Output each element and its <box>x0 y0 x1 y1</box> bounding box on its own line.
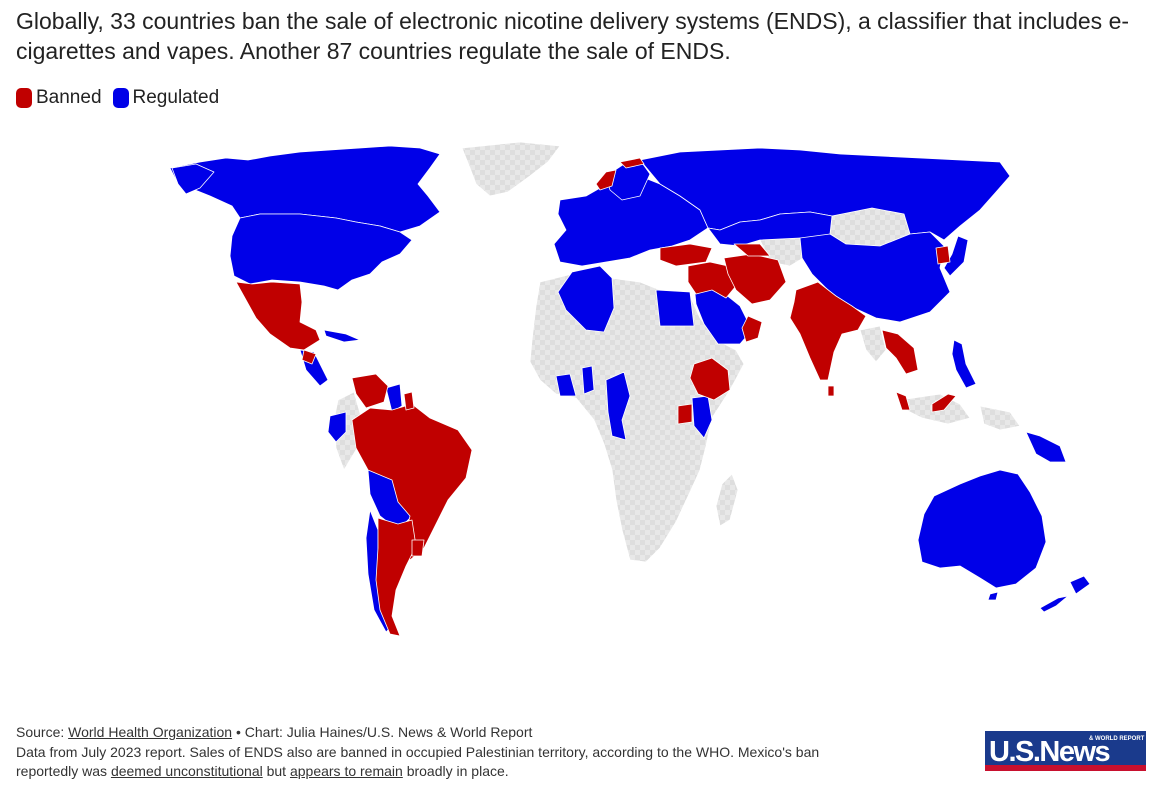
note-line-1: Data from July 2023 report. Sales of END… <box>16 743 820 760</box>
source-line: Source: World Health Organization • Char… <box>16 723 956 743</box>
legend-swatch-banned <box>16 88 32 108</box>
region-ethiopia[interactable] <box>689 357 731 401</box>
source-prefix: Source: <box>16 724 69 740</box>
region-china[interactable] <box>799 231 951 323</box>
region-guyana[interactable] <box>385 383 403 413</box>
legend-swatch-regulated <box>112 88 129 108</box>
world-map[interactable] <box>0 130 1158 650</box>
region-central-america-ban[interactable] <box>301 349 317 365</box>
logo-subtext: & WORLD REPORT <box>1089 736 1145 742</box>
banned-regions <box>235 157 957 637</box>
note-prefix: reportedly was <box>16 763 111 779</box>
logo-text: U.S.News <box>989 736 1110 768</box>
region-tasmania[interactable] <box>987 591 999 601</box>
regulated-regions <box>169 145 1091 633</box>
legend: Banned Regulated <box>16 87 230 109</box>
region-usa[interactable] <box>229 213 413 291</box>
region-cuba[interactable] <box>323 329 361 343</box>
region-north-korea[interactable] <box>935 245 951 265</box>
region-oman[interactable] <box>741 315 763 343</box>
note-line-2: reportedly was deemed unconstitutional b… <box>16 762 956 782</box>
logo-background <box>985 731 1146 771</box>
region-uruguay[interactable] <box>411 539 425 557</box>
unconstitutional-link[interactable]: deemed unconstitutional <box>110 763 263 779</box>
legend-label-banned: Banned <box>36 87 102 108</box>
seasia-nodata <box>859 325 1021 431</box>
region-middle-east-ban[interactable] <box>687 261 737 299</box>
region-australia[interactable] <box>917 469 1047 589</box>
region-iran-afghanistan[interactable] <box>723 253 787 305</box>
region-nigeria[interactable] <box>605 371 631 441</box>
region-alaska[interactable] <box>171 163 215 195</box>
region-philippines[interactable] <box>951 339 977 389</box>
madagascar-nodata <box>715 473 739 527</box>
region-venezuela[interactable] <box>351 373 389 409</box>
region-japan[interactable] <box>943 235 969 277</box>
region-canada[interactable] <box>169 145 441 233</box>
region-norway[interactable] <box>595 157 645 191</box>
region-png[interactable] <box>1025 431 1067 463</box>
note-suffix: broadly in place. <box>402 763 509 779</box>
note-mid: but <box>262 763 290 779</box>
region-indochina-ban[interactable] <box>881 329 919 375</box>
region-colombia-ecuador[interactable] <box>327 411 347 443</box>
region-turkmenistan[interactable] <box>733 243 771 257</box>
legend-label-regulated: Regulated <box>132 87 220 108</box>
chart-credit: • Chart: Julia Haines/U.S. News & World … <box>232 724 533 740</box>
region-suriname[interactable] <box>403 391 415 411</box>
region-uganda[interactable] <box>677 403 693 425</box>
region-argentina[interactable] <box>375 517 417 637</box>
chart-title: Globally, 33 countries ban the sale of e… <box>16 8 1130 64</box>
legend-item-banned: Banned <box>16 87 102 109</box>
region-india[interactable] <box>789 281 867 381</box>
usnews-logo[interactable]: U.S.News & WORLD REPORT <box>985 731 1146 771</box>
region-turkey[interactable] <box>659 243 713 267</box>
logo-stripe <box>985 765 1146 771</box>
footer-notes: Source: World Health Organization • Char… <box>16 723 956 782</box>
region-algeria[interactable] <box>557 265 615 333</box>
region-mexico[interactable] <box>235 281 321 351</box>
remain-link[interactable]: appears to remain <box>289 763 403 779</box>
region-new-zealand[interactable] <box>1039 575 1091 613</box>
greenland-nodata <box>461 141 561 197</box>
region-west-africa-reg[interactable] <box>555 365 595 397</box>
legend-item-regulated: Regulated <box>112 87 220 109</box>
source-link[interactable]: World Health Organization <box>68 724 233 740</box>
region-sri-lanka[interactable] <box>827 385 835 397</box>
region-egypt[interactable] <box>655 289 695 327</box>
region-malaysia[interactable] <box>895 391 957 413</box>
